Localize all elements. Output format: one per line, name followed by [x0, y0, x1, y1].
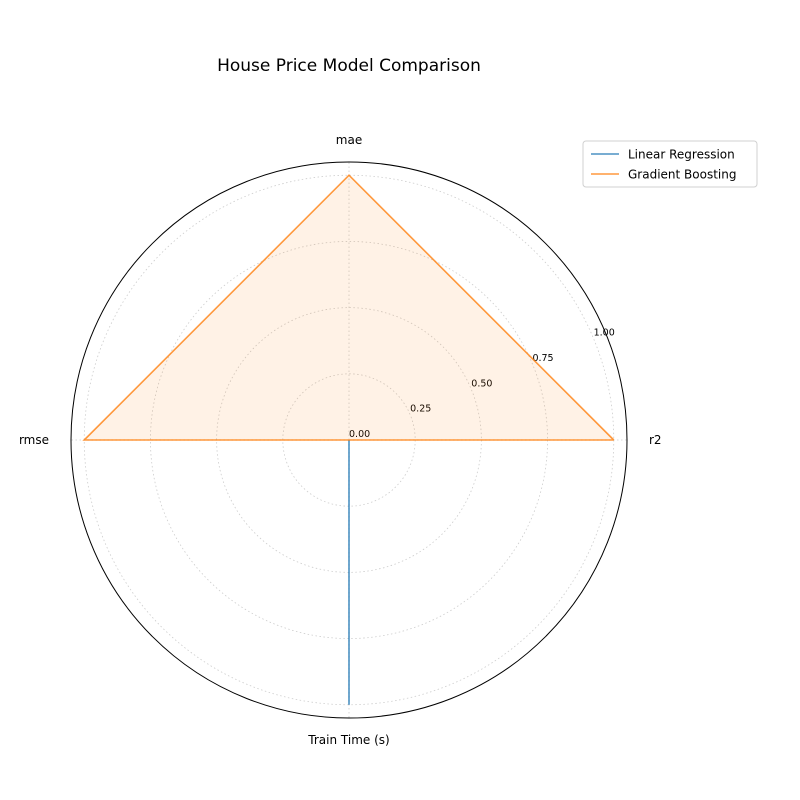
legend: Linear Regression Gradient Boosting [582, 140, 758, 188]
legend-label-gradient-boosting: Gradient Boosting [628, 168, 736, 182]
polar-frame [70, 161, 628, 719]
radial-tick-label-0: 0.00 [349, 429, 370, 440]
series-layer [82, 174, 615, 705]
radial-tick-labels: 0.00 0.25 0.50 0.75 1.00 [349, 328, 615, 440]
series-fill-gradient-boosting [84, 175, 614, 441]
series-line-gradient-boosting [82, 174, 615, 441]
radial-tick-label-3: 0.75 [532, 353, 553, 364]
axis-label-3: Train Time (s) [307, 733, 389, 747]
legend-box [582, 140, 758, 188]
axis-labels: r2 mae rmse Train Time (s) [19, 133, 662, 747]
chart-title: House Price Model Comparison [217, 56, 481, 76]
radial-tick-label-4: 1.00 [594, 328, 615, 339]
axis-label-0: r2 [649, 433, 662, 447]
axis-label-2: rmse [19, 433, 49, 447]
legend-label-linear-regression: Linear Regression [628, 148, 735, 162]
radial-tick-label-1: 0.25 [410, 404, 431, 415]
axis-label-1: mae [336, 133, 362, 147]
radial-tick-label-2: 0.50 [471, 378, 492, 389]
